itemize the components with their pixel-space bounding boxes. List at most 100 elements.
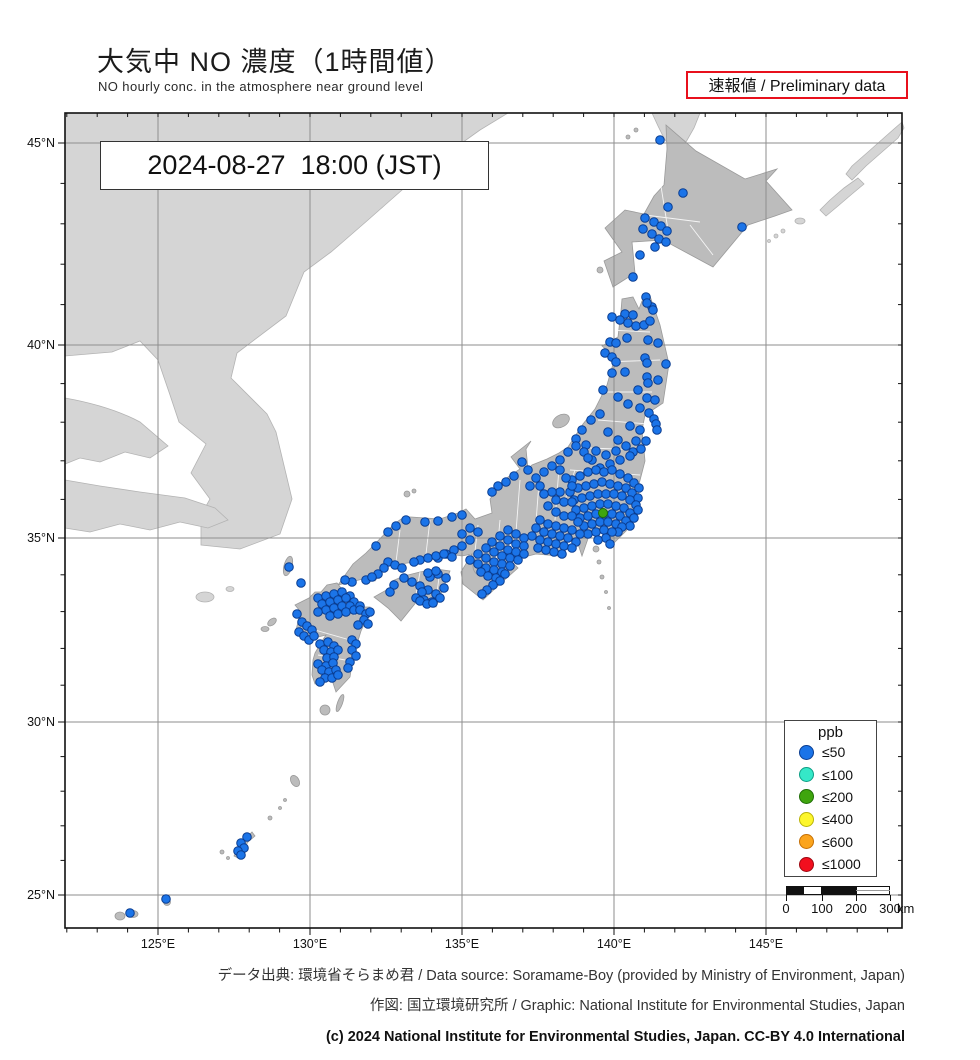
station-dot: [647, 229, 657, 239]
station-dot: [575, 471, 585, 481]
station-dot: [447, 512, 457, 522]
station-dot: [439, 549, 449, 559]
lon-axis-label: 140°E: [597, 937, 631, 951]
legend-item: ≤100: [785, 763, 876, 785]
station-dot: [325, 611, 335, 621]
station-dot: [586, 415, 596, 425]
station-dot: [476, 567, 486, 577]
station-dot: [236, 850, 246, 860]
station-dot: [501, 477, 511, 487]
station-dot: [607, 527, 617, 537]
station-dot: [661, 359, 671, 369]
station-dot: [615, 315, 625, 325]
station-dot: [465, 555, 475, 565]
station-dot: [638, 224, 648, 234]
scale-segment: [822, 886, 856, 895]
station-dot: [607, 312, 617, 322]
station-dot: [620, 367, 630, 377]
station-dot: [341, 607, 351, 617]
station-dot: [648, 305, 658, 315]
station-dot: [551, 539, 561, 549]
legend-swatch-icon: [799, 789, 814, 805]
station-dot: [589, 479, 599, 489]
map-frame: [64, 112, 903, 929]
station-dot: [343, 663, 353, 673]
station-dot: [483, 571, 493, 581]
station-dot: [635, 250, 645, 260]
station-dot: [495, 531, 505, 541]
station-dot: [623, 318, 633, 328]
legend-swatch-icon: [799, 834, 814, 850]
station-dot: [547, 461, 557, 471]
station-dot: [617, 491, 627, 501]
footer-copyright: (c) 2024 National Institute for Environm…: [325, 1029, 905, 1045]
station-dot: [503, 525, 513, 535]
station-dot: [603, 499, 613, 509]
station-dot: [643, 335, 653, 345]
scale-label: 0: [782, 901, 790, 916]
station-dot: [641, 436, 651, 446]
station-dot: [583, 453, 593, 463]
station-dot: [389, 580, 399, 590]
station-dot: [495, 576, 505, 586]
station-dot: [547, 529, 557, 539]
station-dot: [631, 321, 641, 331]
legend-item: ≤200: [785, 786, 876, 808]
station-dot: [539, 489, 549, 499]
station-dot: [292, 609, 302, 619]
station-dot-green: [598, 508, 608, 518]
station-dot: [473, 527, 483, 537]
station-dot: [313, 607, 323, 617]
station-dot: [551, 521, 561, 531]
station-dot: [613, 435, 623, 445]
page-subtitle: NO hourly conc. in the atmosphere near g…: [98, 79, 424, 94]
station-dot: [519, 541, 529, 551]
station-dot: [635, 403, 645, 413]
station-dot: [615, 455, 625, 465]
station-dot: [379, 563, 389, 573]
station-dot: [500, 569, 510, 579]
station-dot: [551, 507, 561, 517]
station-dot: [333, 609, 343, 619]
station-dot: [535, 481, 545, 491]
station-dot: [539, 527, 549, 537]
station-dot: [607, 509, 617, 519]
station-dot: [642, 358, 652, 368]
station-dot: [555, 465, 565, 475]
station-dot: [640, 213, 650, 223]
station-dot: [557, 549, 567, 559]
scale-segment: [803, 886, 822, 895]
station-dot: [607, 368, 617, 378]
station-dot: [409, 557, 419, 567]
station-dot: [351, 651, 361, 661]
legend-item-label: ≤1000: [822, 856, 861, 873]
station-dot: [559, 541, 569, 551]
station-dot: [341, 593, 351, 603]
station-dot: [487, 487, 497, 497]
station-dot: [737, 222, 747, 232]
station-dot: [607, 465, 617, 475]
station-dot: [587, 519, 597, 529]
station-dot: [567, 543, 577, 553]
station-dot: [533, 543, 543, 553]
station-dot: [603, 427, 613, 437]
station-dot: [489, 547, 499, 557]
station-dot: [242, 832, 252, 842]
station-dot: [435, 593, 445, 603]
station-dot: [489, 557, 499, 567]
station-dot: [577, 425, 587, 435]
foreign-landmass: [64, 112, 905, 603]
legend-swatch-icon: [799, 744, 814, 760]
footer-data-source: データ出典: 環境省そらまめ君 / Data source: Soramame-…: [217, 968, 905, 984]
station-dot: [391, 521, 401, 531]
legend-item: ≤400: [785, 808, 876, 830]
station-dot: [636, 444, 646, 454]
station-dot: [561, 473, 571, 483]
station-dot: [655, 135, 665, 145]
station-dot: [397, 563, 407, 573]
station-dot: [511, 539, 521, 549]
legend-item: ≤1000: [785, 853, 876, 875]
station-dot: [653, 375, 663, 385]
lon-axis-label: 125°E: [141, 937, 175, 951]
